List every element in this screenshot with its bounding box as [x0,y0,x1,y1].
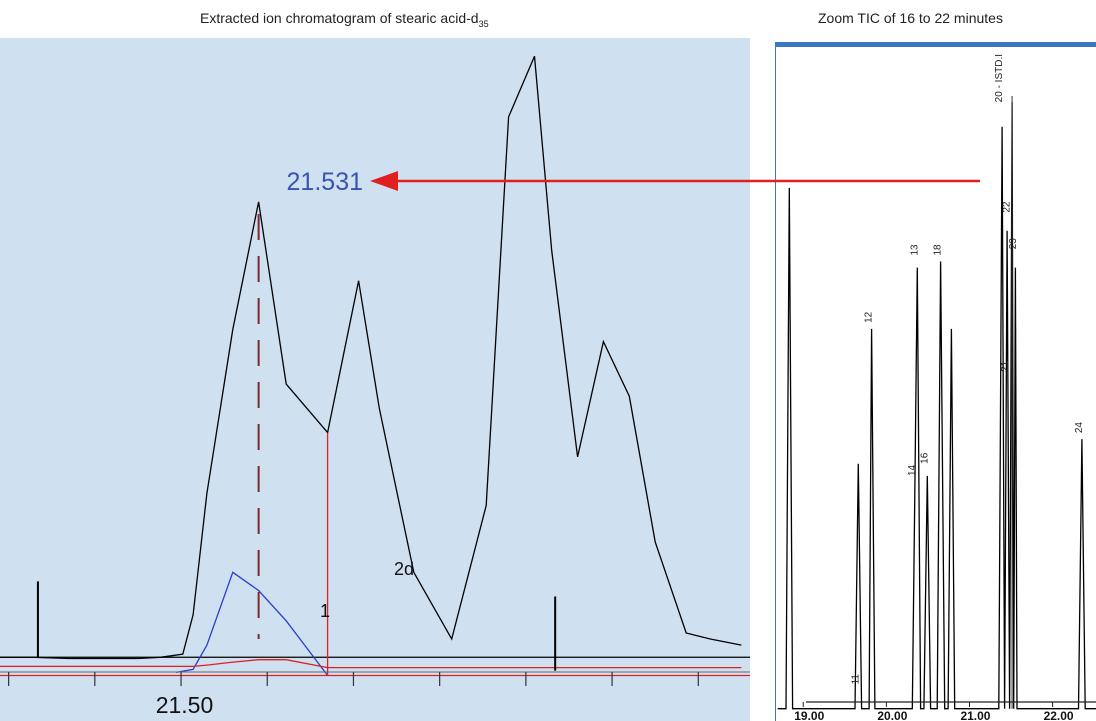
peak-label-12: 12 [864,311,875,323]
peak-label-16: 16 [919,452,930,464]
x-tick-label-21.50: 21.50 [156,692,214,718]
peak-retention-time-label: 21.531 [287,168,363,196]
peak-label-20-istd-i: 20 - ISTD.I [994,54,1005,102]
peak-label-13: 13 [909,244,920,256]
right-chart-title: Zoom TIC of 16 to 22 minutes [818,10,1003,26]
right-x-tick-label-2: 21.00 [960,709,990,721]
title-subscript: 35 [478,19,489,29]
annotation-2d: 2d [394,559,414,579]
peak-label-21: 21 [1000,360,1011,372]
series-line-2 [0,659,742,669]
left-chart-title: Extracted ion chromatogram of stearic ac… [200,10,489,29]
right-x-tick-label-1: 20.00 [877,709,907,721]
annotation-1: 1 [320,601,330,621]
peak-label-23: 23 [1008,238,1019,250]
left-chart-svg: 21.50 21.531 2d 1 [0,55,750,718]
peak-label-22: 22 [1002,201,1013,213]
peak-label-11: 11 [850,674,861,685]
extracted-ion-chromatogram-panel: 21.50 21.531 2d 1 [0,38,750,721]
right-x-tick-label-3: 22.00 [1044,709,1074,721]
series-line-1 [175,571,329,676]
peak-label-14: 14 [907,464,918,476]
series-line-0 [0,55,742,660]
right-x-tick-label-0: 19.00 [794,709,824,721]
peak-label-18: 18 [933,244,944,256]
peak-label-24: 24 [1074,422,1085,434]
tic-series-line-0 [777,102,1096,710]
